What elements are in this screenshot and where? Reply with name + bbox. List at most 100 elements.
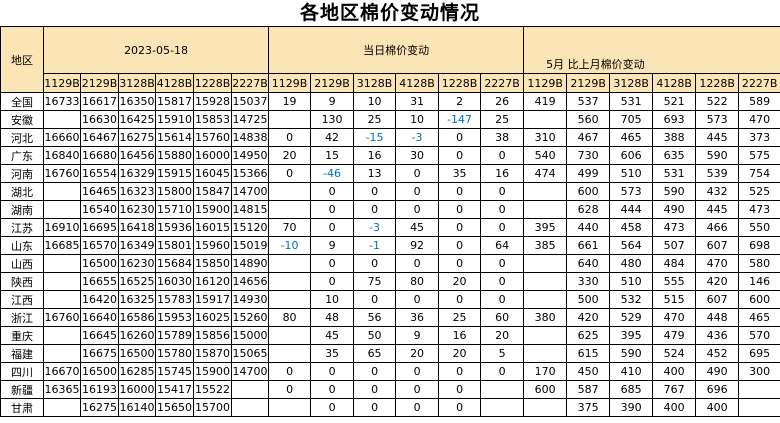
daily-change-cell[interactable]: 20: [395, 344, 440, 363]
price-cell[interactable]: 14815: [230, 200, 270, 219]
price-cell[interactable]: 16260: [118, 326, 156, 345]
grade-header[interactable]: 1129B: [268, 73, 312, 93]
price-cell[interactable]: 16418: [118, 218, 156, 237]
monthly-change-cell[interactable]: 698: [738, 236, 780, 255]
price-cell[interactable]: 16640: [80, 308, 119, 327]
monthly-change-cell[interactable]: 490: [652, 200, 697, 219]
monthly-change-cell[interactable]: 470: [738, 110, 780, 129]
monthly-change-cell[interactable]: 445: [695, 200, 740, 219]
daily-change-cell[interactable]: 0: [438, 290, 482, 309]
region-label[interactable]: 江苏: [0, 218, 44, 237]
region-label[interactable]: 河南: [0, 164, 44, 183]
daily-change-cell[interactable]: [268, 254, 312, 273]
monthly-change-cell[interactable]: 410: [609, 362, 654, 381]
daily-change-cell[interactable]: 64: [480, 236, 525, 255]
daily-change-cell[interactable]: 42: [310, 128, 355, 147]
daily-change-cell[interactable]: 56: [353, 308, 397, 327]
monthly-change-cell[interactable]: 600: [566, 182, 611, 201]
daily-change-cell[interactable]: 0: [480, 218, 525, 237]
region-label[interactable]: 四川: [0, 362, 44, 381]
daily-change-cell[interactable]: 0: [395, 380, 440, 399]
region-label[interactable]: 湖南: [0, 200, 44, 219]
price-cell[interactable]: 16675: [80, 344, 119, 363]
daily-change-cell[interactable]: 80: [268, 308, 312, 327]
monthly-change-cell[interactable]: 375: [566, 398, 611, 417]
monthly-change-cell[interactable]: 395: [523, 218, 568, 237]
daily-change-cell[interactable]: 9: [310, 236, 355, 255]
price-cell[interactable]: 16554: [80, 164, 119, 183]
monthly-change-cell[interactable]: 640: [566, 254, 611, 273]
price-cell[interactable]: 15417: [155, 380, 194, 399]
price-cell[interactable]: 16323: [118, 182, 156, 201]
price-cell[interactable]: [43, 290, 81, 309]
daily-change-cell[interactable]: 9: [395, 326, 440, 345]
monthly-change-cell[interactable]: 540: [523, 146, 568, 165]
monthly-change-cell[interactable]: 419: [523, 92, 568, 111]
monthly-change-cell[interactable]: [523, 326, 568, 345]
price-cell[interactable]: 16329: [118, 164, 156, 183]
grade-header[interactable]: 3128B: [353, 73, 397, 93]
price-cell[interactable]: 16680: [80, 146, 119, 165]
region-label[interactable]: 湖北: [0, 182, 44, 201]
price-cell[interactable]: 16140: [118, 398, 156, 417]
monthly-change-cell[interactable]: 570: [738, 326, 780, 345]
monthly-change-cell[interactable]: 474: [523, 164, 568, 183]
daily-change-cell[interactable]: [480, 398, 525, 417]
group-header-monthly-change[interactable]: 5月 比上月棉价变动: [523, 26, 780, 74]
monthly-change-cell[interactable]: [523, 290, 568, 309]
monthly-change-cell[interactable]: 170: [523, 362, 568, 381]
price-cell[interactable]: 16275: [118, 128, 156, 147]
price-cell[interactable]: 15928: [193, 92, 232, 111]
monthly-change-cell[interactable]: 507: [652, 236, 697, 255]
monthly-change-cell[interactable]: 395: [609, 326, 654, 345]
region-label[interactable]: 山西: [0, 254, 44, 273]
daily-change-cell[interactable]: 45: [395, 218, 440, 237]
monthly-change-cell[interactable]: 432: [695, 182, 740, 201]
daily-change-cell[interactable]: 0: [395, 362, 440, 381]
price-cell[interactable]: [230, 380, 270, 399]
monthly-change-cell[interactable]: 522: [695, 92, 740, 111]
monthly-change-cell[interactable]: 573: [609, 182, 654, 201]
monthly-change-cell[interactable]: 490: [695, 362, 740, 381]
price-cell[interactable]: 16840: [43, 146, 81, 165]
price-cell[interactable]: 16630: [80, 110, 119, 129]
monthly-change-cell[interactable]: 436: [695, 326, 740, 345]
price-cell[interactable]: 16120: [193, 272, 232, 291]
daily-change-cell[interactable]: -3: [353, 218, 397, 237]
price-cell[interactable]: 16685: [43, 236, 81, 255]
grade-header[interactable]: 1129B: [43, 73, 81, 93]
daily-change-cell[interactable]: [268, 326, 312, 345]
region-label[interactable]: 河北: [0, 128, 44, 147]
monthly-change-cell[interactable]: [523, 254, 568, 273]
price-cell[interactable]: 15065: [230, 344, 270, 363]
monthly-change-cell[interactable]: 587: [566, 380, 611, 399]
monthly-change-cell[interactable]: [523, 200, 568, 219]
monthly-change-cell[interactable]: 573: [695, 110, 740, 129]
monthly-change-cell[interactable]: 590: [609, 344, 654, 363]
price-cell[interactable]: 16425: [118, 110, 156, 129]
daily-change-cell[interactable]: 0: [395, 398, 440, 417]
daily-change-cell[interactable]: 0: [310, 200, 355, 219]
daily-change-cell[interactable]: 0: [438, 254, 482, 273]
grade-header[interactable]: 4128B: [395, 73, 440, 93]
daily-change-cell[interactable]: 0: [395, 254, 440, 273]
daily-change-cell[interactable]: 0: [353, 362, 397, 381]
daily-change-cell[interactable]: 0: [268, 362, 312, 381]
region-label[interactable]: 新疆: [0, 380, 44, 399]
price-cell[interactable]: 16045: [193, 164, 232, 183]
daily-change-cell[interactable]: 0: [310, 272, 355, 291]
price-cell[interactable]: [43, 110, 81, 129]
grade-header[interactable]: 3128B: [118, 73, 156, 93]
price-cell[interactable]: 16420: [80, 290, 119, 309]
monthly-change-cell[interactable]: 600: [738, 290, 780, 309]
daily-change-cell[interactable]: 10: [395, 110, 440, 129]
price-cell[interactable]: 15700: [193, 398, 232, 417]
monthly-change-cell[interactable]: 470: [652, 308, 697, 327]
daily-change-cell[interactable]: 0: [353, 200, 397, 219]
price-cell[interactable]: [43, 272, 81, 291]
monthly-change-cell[interactable]: 564: [609, 236, 654, 255]
price-cell[interactable]: [43, 344, 81, 363]
monthly-change-cell[interactable]: 388: [652, 128, 697, 147]
price-cell[interactable]: 16349: [118, 236, 156, 255]
daily-change-cell[interactable]: 20: [268, 146, 312, 165]
